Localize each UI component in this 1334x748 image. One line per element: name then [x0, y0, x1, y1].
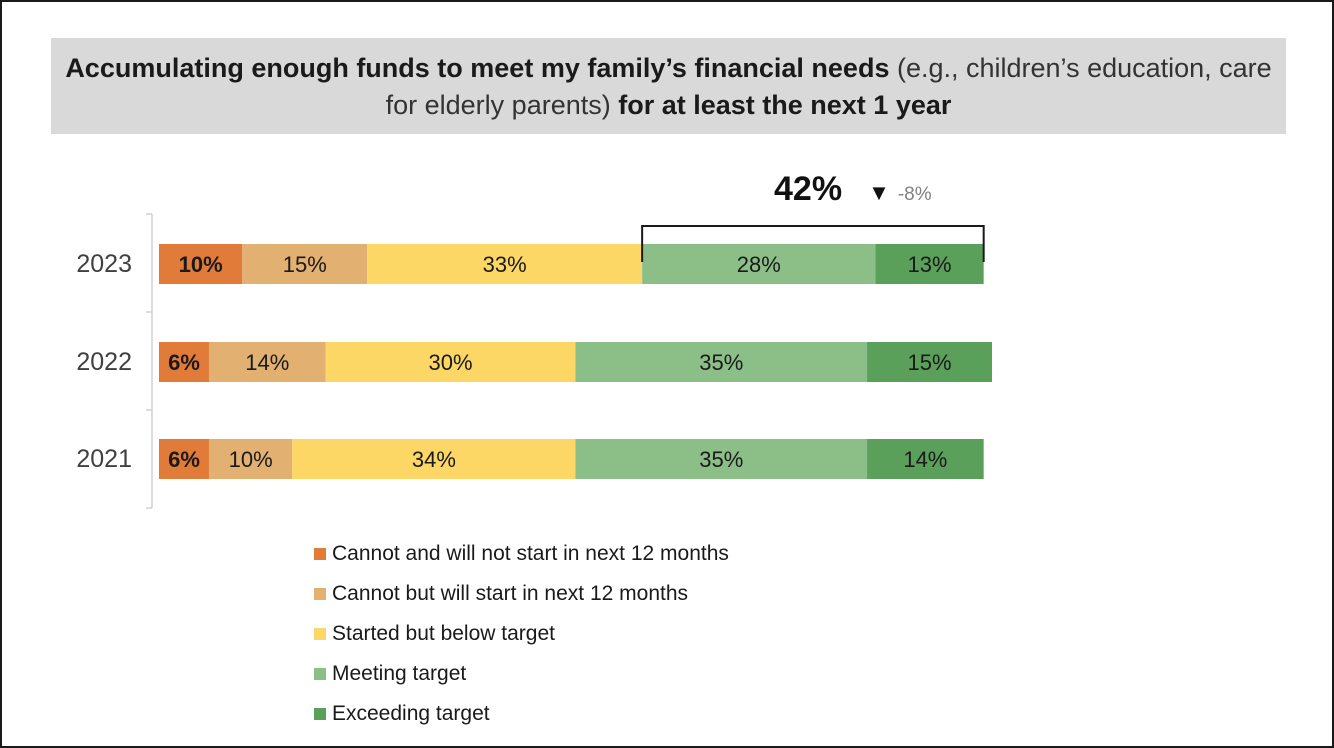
data-label: 30% — [429, 350, 473, 375]
legend-label: Started but below target — [332, 622, 555, 645]
bar-segment — [208, 342, 326, 382]
summary-callout: 42% ▼ -8% — [774, 170, 932, 209]
title-bold-part-1: Accumulating enough funds to meet my fam… — [65, 53, 890, 83]
legend-label: Cannot but will start in next 12 months — [332, 582, 689, 605]
data-label: 35% — [699, 447, 743, 472]
chart-title: Accumulating enough funds to meet my fam… — [51, 38, 1286, 134]
summary-value: 42% — [774, 170, 843, 208]
data-label: 34% — [412, 447, 456, 472]
legend-label: Meeting target — [332, 662, 467, 685]
data-label: 15% — [908, 350, 952, 375]
bar-segment — [875, 244, 984, 284]
legend: Cannot and will not start in next 12 mon… — [314, 534, 729, 734]
bracket — [641, 225, 985, 262]
bar-segment — [575, 439, 868, 479]
legend-item: Meeting target — [314, 654, 729, 694]
down-arrow-icon: ▼ — [868, 180, 890, 205]
data-label: 13% — [908, 252, 952, 277]
y-tick-label: 2022 — [76, 348, 132, 376]
legend-label: Exceeding target — [332, 702, 490, 725]
y-tick-label: 2021 — [76, 445, 132, 473]
bar-segment — [159, 342, 209, 382]
data-label: 14% — [245, 350, 289, 375]
bar-segment — [292, 439, 576, 479]
data-label: 15% — [283, 252, 327, 277]
y-tick-label: 2023 — [76, 250, 132, 278]
data-label: 33% — [483, 252, 527, 277]
bar-segment — [208, 439, 293, 479]
bar-segment — [642, 244, 876, 284]
bar-segment — [867, 342, 992, 382]
bar-segment — [159, 244, 243, 284]
legend-item: Cannot and will not start in next 12 mon… — [314, 534, 729, 574]
legend-item: Started but below target — [314, 614, 729, 654]
bar-segment — [867, 439, 984, 479]
legend-swatch — [314, 548, 326, 560]
title-bold-part-2: for at least the next 1 year — [618, 90, 952, 120]
legend-swatch — [314, 708, 326, 720]
summary-change: -8% — [897, 184, 932, 205]
data-label: 6% — [168, 350, 200, 375]
data-label: 14% — [903, 447, 947, 472]
legend-item: Exceeding target — [314, 694, 729, 734]
legend-swatch — [314, 628, 326, 640]
data-label: 10% — [229, 447, 273, 472]
legend-label: Cannot and will not start in next 12 mon… — [332, 542, 729, 565]
bar-segment — [575, 342, 868, 382]
legend-swatch — [314, 668, 326, 680]
bar-segment — [367, 244, 643, 284]
bar-segment — [325, 342, 576, 382]
data-label: 28% — [737, 252, 781, 277]
legend-item: Cannot but will start in next 12 months — [314, 574, 729, 614]
data-label: 35% — [699, 350, 743, 375]
title-normal-part: (e.g., children’s education, care for el… — [385, 53, 1272, 120]
bar-segment — [159, 439, 209, 479]
bar-segment — [242, 244, 368, 284]
legend-swatch — [314, 588, 326, 600]
data-label: 6% — [168, 447, 200, 472]
data-label: 10% — [179, 252, 223, 277]
